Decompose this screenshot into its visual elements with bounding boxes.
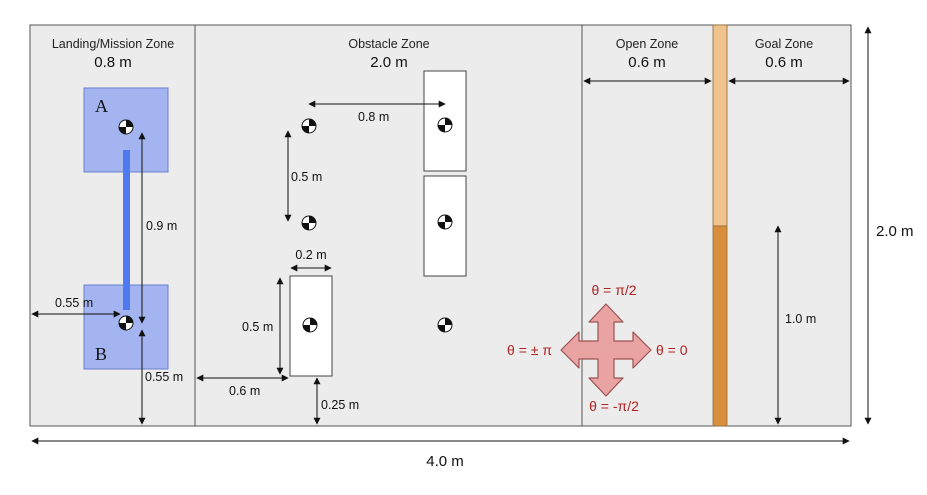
landing-zone-width: 0.8 m bbox=[94, 54, 132, 71]
total-width-label: 4.0 m bbox=[426, 453, 464, 470]
obstacle-zone-width: 2.0 m bbox=[370, 54, 408, 71]
obstacle-zone-title: Obstacle Zone bbox=[348, 37, 429, 51]
pad-b-label: B bbox=[95, 344, 107, 364]
heading-right-label: θ = 0 bbox=[656, 342, 688, 358]
obstacle-bottom-offset-label: 0.25 m bbox=[321, 398, 359, 412]
marker-open-floor bbox=[437, 317, 453, 333]
pad-a-label: A bbox=[95, 96, 108, 116]
goal-zone-width: 0.6 m bbox=[765, 54, 803, 71]
obstacle-width-label: 0.2 m bbox=[295, 248, 326, 262]
pad-bottom-offset-label: 0.55 m bbox=[145, 370, 183, 384]
heading-up-label: θ = π/2 bbox=[591, 282, 636, 298]
heading-down-label: θ = -π/2 bbox=[589, 398, 639, 414]
landing-zone-title: Landing/Mission Zone bbox=[52, 37, 174, 51]
gate-bar-bottom bbox=[712, 225, 728, 427]
marker-obstacle-mid bbox=[437, 214, 453, 230]
goal-height-label: 1.0 m bbox=[785, 312, 816, 326]
marker-vertical-label: 0.5 m bbox=[291, 170, 322, 184]
heading-cross-icon bbox=[560, 303, 652, 397]
obstacle-height-label: 0.5 m bbox=[242, 320, 273, 334]
flight-path-bar bbox=[123, 150, 130, 310]
total-height-label: 2.0 m bbox=[876, 223, 914, 240]
marker-obstacle-top bbox=[437, 117, 453, 133]
marker-upper-left bbox=[301, 118, 317, 134]
gate-bar-top bbox=[712, 24, 728, 227]
pad-left-offset-label: 0.55 m bbox=[55, 296, 93, 310]
open-zone-width: 0.6 m bbox=[628, 54, 666, 71]
marker-pad-b bbox=[118, 315, 134, 331]
marker-horizontal-label: 0.8 m bbox=[358, 110, 389, 124]
goal-zone-title: Goal Zone bbox=[755, 37, 813, 51]
obstacle-left-offset-label: 0.6 m bbox=[229, 384, 260, 398]
open-zone-title: Open Zone bbox=[616, 37, 679, 51]
marker-mid-left bbox=[301, 215, 317, 231]
marker-pad-a bbox=[118, 119, 134, 135]
heading-left-label: θ = ± π bbox=[507, 342, 552, 358]
pad-separation-label: 0.9 m bbox=[146, 219, 177, 233]
marker-obstacle-low bbox=[302, 317, 318, 333]
